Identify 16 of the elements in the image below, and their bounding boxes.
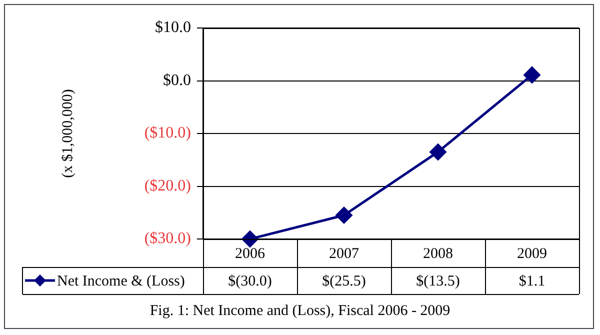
data-label: $(13.5) xyxy=(416,273,460,290)
x-tick-label: 2009 xyxy=(517,246,547,262)
y-tick-label: ($30.0) xyxy=(144,230,191,248)
y-tick-label: $0.0 xyxy=(163,72,191,89)
y-tick-label: ($10.0) xyxy=(144,124,191,142)
y-axis-title: (x $1,000,000) xyxy=(60,89,76,178)
x-tick-label: 2007 xyxy=(329,246,360,262)
data-label: $1.1 xyxy=(518,273,546,290)
caption: Fig. 1: Net Income and (Loss), Fiscal 2006 - 2009 xyxy=(150,302,450,319)
x-tick-label: 2008 xyxy=(423,246,453,262)
data-label: $(25.5) xyxy=(322,273,366,290)
data-label: $(30.0) xyxy=(228,273,272,290)
y-tick-label: $10.0 xyxy=(155,19,191,36)
legend-label: Net Income & (Loss) xyxy=(57,273,185,290)
y-tick-label: ($20.0) xyxy=(144,177,191,194)
x-tick-label: 2006 xyxy=(235,246,266,262)
